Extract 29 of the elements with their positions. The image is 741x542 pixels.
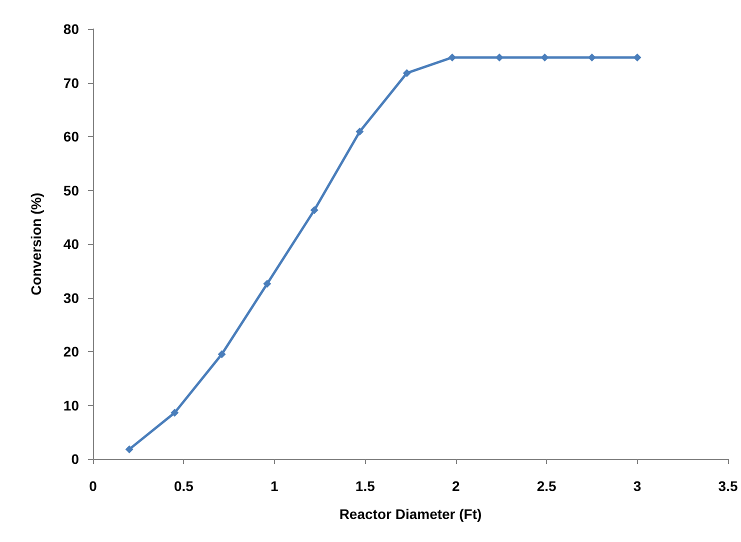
x-tick-label: 0 <box>89 478 98 494</box>
y-tick-label: 40 <box>63 236 80 252</box>
x-tick-label: 1.5 <box>355 478 376 494</box>
x-tick-label: 2.5 <box>536 478 557 494</box>
y-tick-label: 20 <box>63 344 80 360</box>
point <box>540 53 549 62</box>
y-tick-label: 70 <box>63 74 80 91</box>
y-axis-title: Conversion (%) <box>28 192 44 296</box>
point <box>170 408 179 417</box>
y-tick-label: 10 <box>63 397 80 414</box>
y-tick-label: 0 <box>71 451 80 467</box>
point <box>448 53 456 62</box>
x-tick-label: 3.5 <box>718 478 738 494</box>
x-axis-title: Reactor Diameter (Ft) <box>339 506 482 522</box>
point <box>263 280 272 288</box>
x-tick-label: 1 <box>270 478 279 494</box>
point <box>310 206 318 214</box>
y-tick-label: 60 <box>63 128 80 144</box>
point <box>633 53 642 62</box>
y-tick-label: 80 <box>63 21 80 37</box>
point <box>402 69 411 78</box>
point <box>356 128 364 136</box>
x-tick-label: 0.5 <box>174 478 194 494</box>
point <box>218 350 226 358</box>
x-tick-label: 2 <box>452 478 460 494</box>
y-tick-label: 50 <box>63 182 80 198</box>
y-tick-label: 30 <box>63 290 80 306</box>
point <box>125 445 134 454</box>
x-tick-label: 3 <box>633 478 642 494</box>
